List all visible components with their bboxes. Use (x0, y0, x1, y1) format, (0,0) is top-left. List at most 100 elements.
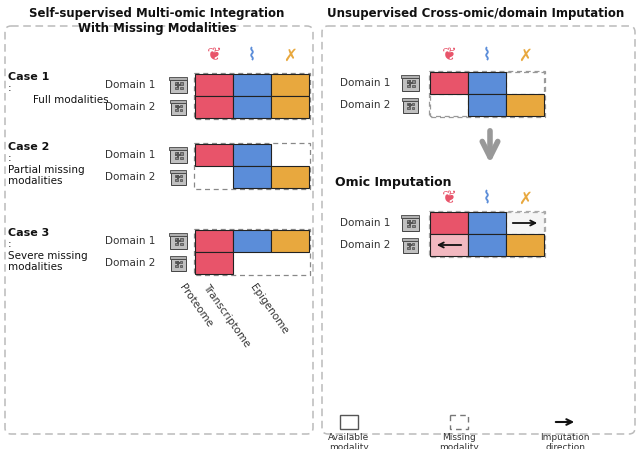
Bar (409, 80, 411, 86)
Text: Domain 2: Domain 2 (105, 258, 155, 268)
Bar (176, 262, 180, 264)
Bar (176, 176, 180, 178)
Bar (408, 244, 412, 246)
Bar (429, 211, 545, 257)
Bar (407, 106, 410, 109)
Bar (406, 224, 410, 227)
Text: Full modalities: Full modalities (33, 83, 109, 105)
Text: Epigenome: Epigenome (248, 282, 290, 336)
Bar (468, 212, 506, 234)
Bar (175, 238, 177, 241)
Bar (412, 106, 414, 109)
Bar (170, 172, 186, 185)
Bar (401, 216, 419, 218)
Text: ✗: ✗ (518, 190, 532, 208)
Bar (271, 230, 309, 252)
Bar (401, 75, 419, 78)
Bar (169, 77, 188, 80)
Text: ⌇: ⌇ (248, 46, 256, 64)
Bar (506, 212, 544, 234)
Bar (179, 109, 182, 111)
Text: Case 1: Case 1 (8, 72, 49, 82)
Text: Domain 2: Domain 2 (340, 240, 390, 250)
Text: Domain 1: Domain 1 (105, 80, 155, 90)
Bar (177, 153, 179, 158)
Bar (402, 98, 419, 101)
Bar (175, 175, 178, 177)
Bar (429, 71, 545, 117)
Bar (194, 73, 310, 119)
Bar (179, 261, 182, 263)
Text: Domain 2: Domain 2 (340, 100, 390, 110)
Bar (233, 166, 271, 188)
Bar (194, 229, 310, 275)
Bar (170, 150, 186, 163)
Bar (407, 247, 410, 249)
Text: Case 2: Case 2 (8, 142, 49, 152)
Text: Domain 1: Domain 1 (340, 218, 390, 228)
Bar (180, 153, 182, 155)
Bar (177, 83, 179, 88)
Bar (170, 259, 186, 270)
Bar (430, 212, 468, 234)
Text: Domain 2: Domain 2 (105, 102, 155, 112)
Bar (468, 94, 506, 116)
Bar (406, 220, 410, 223)
Bar (233, 144, 271, 166)
Bar (430, 234, 468, 256)
Bar (412, 103, 414, 105)
Bar (409, 103, 411, 107)
Bar (169, 147, 188, 150)
Bar (177, 238, 179, 243)
Bar (408, 104, 412, 106)
Bar (175, 243, 177, 245)
Bar (403, 241, 417, 252)
Text: ✗: ✗ (283, 47, 297, 65)
Bar (233, 230, 271, 252)
Bar (180, 243, 182, 245)
Bar (195, 74, 233, 96)
Bar (412, 247, 414, 249)
Bar (195, 252, 233, 274)
Text: :
Severe missing
modalities: : Severe missing modalities (8, 239, 88, 272)
Bar (506, 72, 544, 94)
Bar (179, 105, 182, 107)
Bar (170, 100, 186, 102)
Bar (177, 175, 179, 179)
Bar (175, 179, 178, 181)
Bar (401, 218, 419, 232)
Bar (179, 175, 182, 177)
Text: Available
modality: Available modality (328, 433, 370, 449)
Bar (412, 220, 415, 223)
Text: ⌇: ⌇ (483, 46, 491, 64)
Bar (175, 153, 177, 155)
Bar (408, 222, 413, 224)
Bar (170, 170, 186, 172)
Bar (180, 157, 182, 159)
Bar (177, 261, 179, 265)
Text: Transcriptome: Transcriptome (201, 282, 252, 349)
Text: ✗: ✗ (518, 47, 532, 65)
Text: Domain 2: Domain 2 (105, 172, 155, 182)
Text: Domain 1: Domain 1 (105, 150, 155, 160)
Bar (271, 166, 309, 188)
Bar (175, 240, 180, 242)
Bar (179, 264, 182, 267)
Bar (408, 82, 413, 84)
Bar (169, 233, 188, 236)
Bar (406, 85, 410, 87)
Text: Domain 1: Domain 1 (105, 236, 155, 246)
Text: Case 3: Case 3 (8, 228, 49, 238)
Bar (176, 106, 180, 108)
Bar (401, 78, 419, 92)
Bar (175, 261, 178, 263)
Bar (180, 238, 182, 241)
Bar (179, 179, 182, 181)
Bar (412, 85, 415, 87)
Bar (412, 243, 414, 245)
Bar (175, 157, 177, 159)
Bar (409, 220, 411, 225)
Bar (430, 94, 468, 116)
Text: Proteome: Proteome (177, 282, 214, 329)
Bar (409, 243, 411, 247)
